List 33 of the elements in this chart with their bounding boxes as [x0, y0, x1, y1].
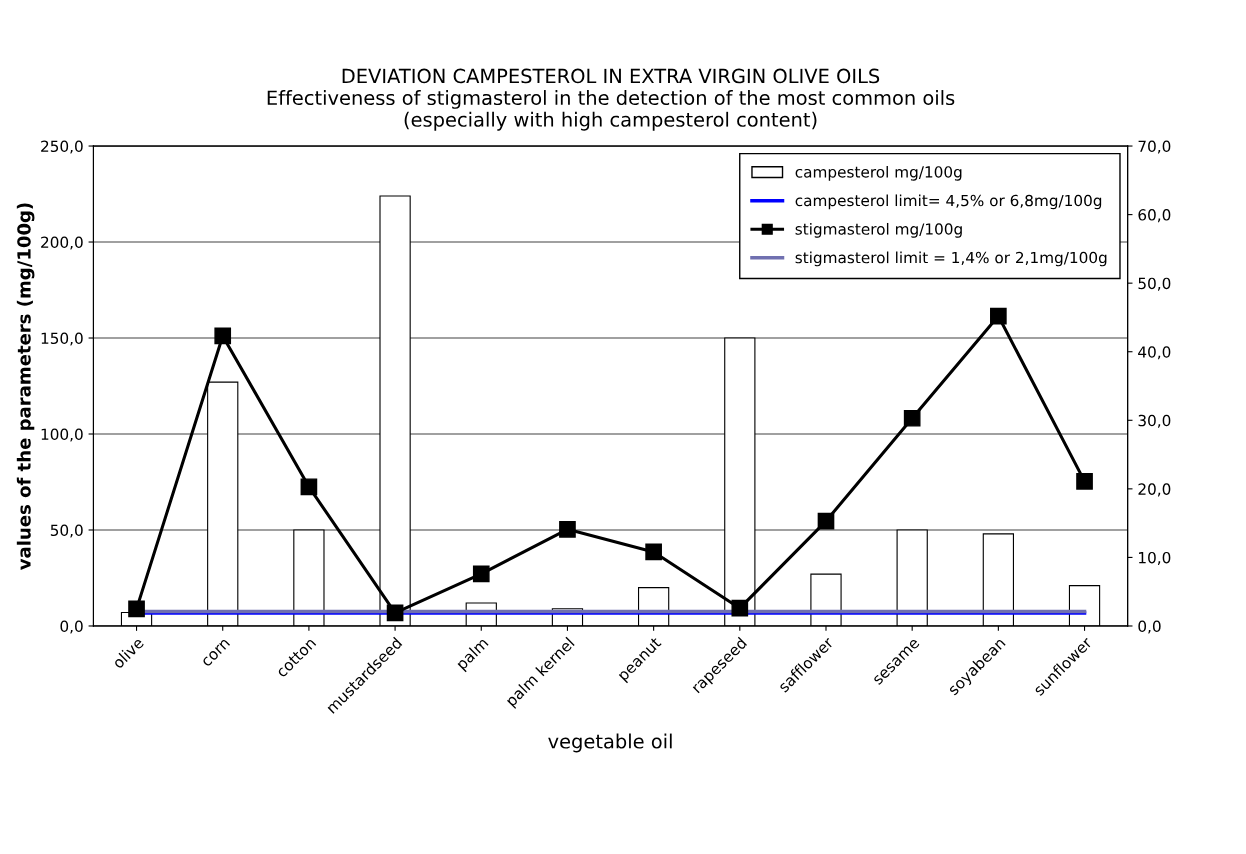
y2-tick-label: 20,0	[1138, 483, 1171, 497]
y-tick-label: 100,0	[41, 428, 83, 442]
y2-tick-label: 50,0	[1138, 277, 1171, 291]
point	[731, 599, 749, 617]
point	[817, 512, 835, 530]
y2-tick-label: 70,0	[1138, 140, 1171, 154]
point	[472, 565, 490, 583]
point	[645, 543, 662, 561]
x-axis-title: vegetable oil	[548, 733, 672, 753]
y-tick-label: 0,0	[60, 620, 83, 634]
y2-tick-label: 0,0	[1138, 620, 1161, 634]
point	[300, 478, 318, 496]
point	[214, 327, 232, 345]
y-tick-label: 200,0	[41, 236, 83, 250]
legend-label: campesterol mg/100g	[795, 165, 962, 181]
point	[386, 604, 404, 622]
chart-title: DEVIATION CAMPESTEROL IN EXTRA VIRGIN OLIVE OILS Effectiveness of stigmasterol in the detection of the most common oils (especially with high campesterol content)	[267, 68, 955, 131]
y-axis-title: values of the parameters (mg/100g)	[16, 203, 35, 570]
point	[559, 520, 576, 538]
y-tick-label: 50,0	[50, 524, 83, 538]
y2-tick-label: 60,0	[1138, 209, 1171, 223]
y2-tick-label: 40,0	[1138, 346, 1171, 360]
y-tick-label: 250,0	[41, 140, 83, 154]
point	[128, 600, 145, 618]
legend-label: stigmasterol mg/100g	[795, 222, 962, 238]
legend-label: campesterol limit= 4,5% or 6,8mg/100g	[795, 194, 1102, 210]
point	[990, 307, 1007, 325]
y-tick-label: 150,0	[41, 332, 83, 346]
point	[1076, 472, 1093, 490]
y2-tick-label: 10,0	[1139, 551, 1171, 565]
legend-label: stigmasterol limit = 1,4% or 2,1mg/100g	[795, 251, 1107, 267]
y2-tick-label: 30,0	[1138, 414, 1171, 428]
point	[903, 409, 921, 427]
